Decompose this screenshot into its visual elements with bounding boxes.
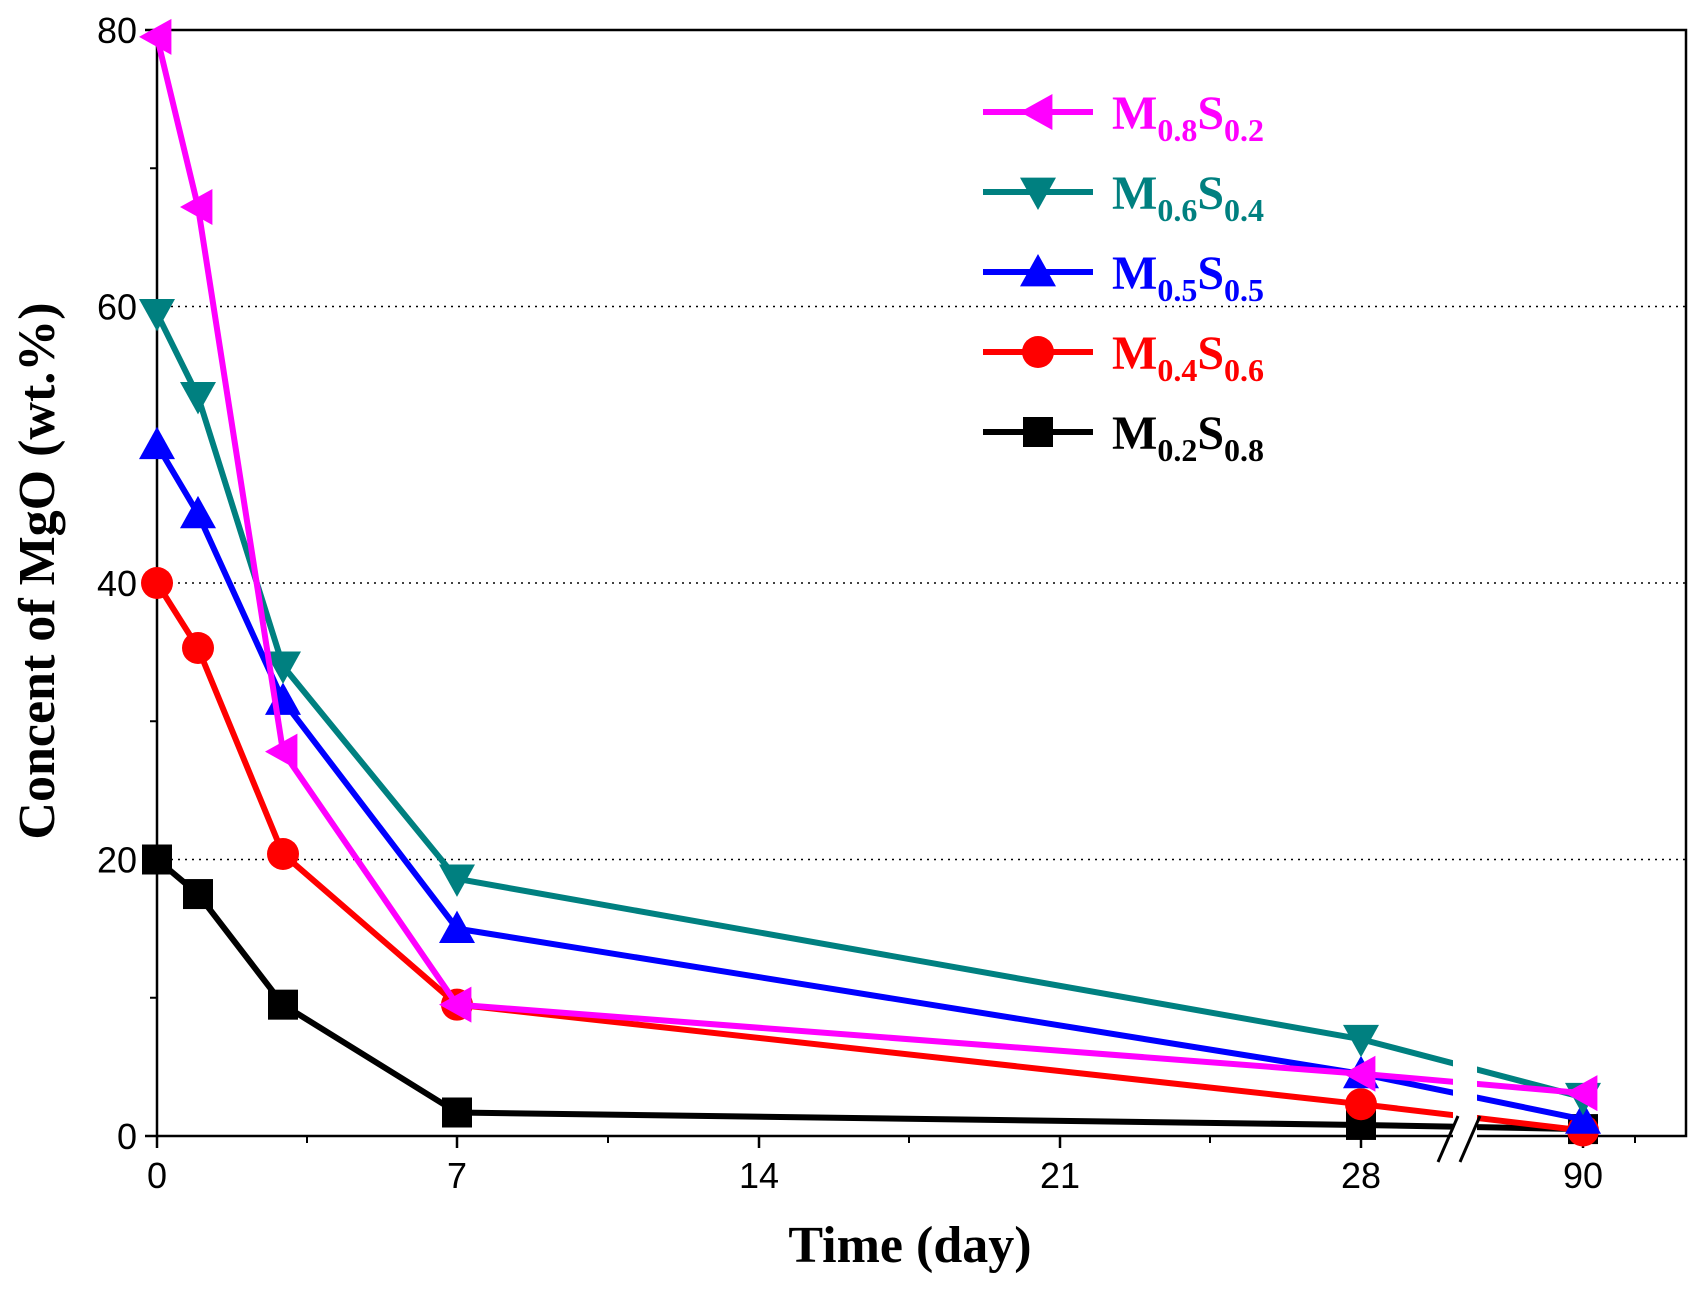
data-point	[1343, 1055, 1376, 1092]
axis-break	[1436, 1032, 1482, 1163]
legend-item: M0.2S0.8	[983, 407, 1264, 468]
x-tick-label: 0	[147, 1155, 167, 1196]
legend-marker	[1022, 336, 1054, 368]
y-tick-label: 0	[117, 1116, 137, 1157]
data-point	[139, 426, 175, 460]
data-point	[180, 188, 213, 225]
legend: M0.8S0.2 M0.6S0.4 M0.5S0.5 M0.4S0.6 M0.2S0.8	[983, 87, 1264, 468]
data-point	[139, 18, 172, 55]
x-tick-label: 21	[1040, 1155, 1080, 1196]
legend-label: M0.8S0.2	[1112, 87, 1264, 148]
data-point	[180, 381, 216, 415]
data-point	[141, 567, 173, 599]
data-point	[182, 631, 214, 664]
legend-marker	[1023, 417, 1053, 447]
x-axis-title: Time (day)	[788, 1217, 1031, 1274]
x-tick-label: 28	[1341, 1155, 1381, 1196]
data-point	[139, 299, 175, 332]
data-point	[265, 651, 301, 684]
data-point	[180, 495, 216, 529]
data-point	[439, 986, 472, 1023]
data-point	[142, 844, 172, 875]
y-tick-label: 20	[97, 840, 137, 881]
series-group	[139, 18, 1601, 1147]
data-point	[267, 837, 299, 870]
x-tick-label: 7	[447, 1155, 467, 1196]
data-point	[183, 879, 213, 910]
y-tick-label: 80	[97, 10, 137, 51]
data-point	[265, 733, 298, 770]
axis-break-mark	[1436, 1115, 1460, 1163]
data-point	[439, 910, 475, 944]
legend-label: M0.5S0.5	[1112, 247, 1264, 308]
series-M0.6S0.4	[139, 299, 1601, 1116]
data-point	[1345, 1088, 1377, 1121]
data-point	[442, 1097, 472, 1128]
data-point	[268, 989, 298, 1020]
legend-item: M0.5S0.5	[983, 247, 1264, 308]
axis-break-mark	[1458, 1115, 1482, 1163]
series-line	[154, 443, 1584, 1123]
legend-item: M0.4S0.6	[983, 327, 1264, 388]
x-tick-label: 90	[1563, 1155, 1603, 1196]
series-line	[154, 36, 1584, 1097]
y-tick-label: 40	[97, 563, 137, 604]
legend-marker	[1020, 177, 1056, 210]
axis-break-gap	[1453, 1032, 1477, 1162]
legend-marker	[1020, 254, 1056, 287]
grid-lines	[157, 305, 1686, 861]
legend-item: M0.8S0.2	[983, 87, 1264, 148]
y-tick-label: 60	[97, 287, 137, 328]
data-point	[1343, 1024, 1379, 1058]
y-axis-title: Concent of MgO (wt.%)	[9, 302, 66, 839]
series-M0.8S0.2	[139, 18, 1598, 1112]
data-point	[1565, 1101, 1601, 1134]
data-point	[439, 864, 475, 897]
data-point	[1565, 1075, 1598, 1112]
legend-label: M0.6S0.4	[1112, 167, 1264, 228]
x-tick-label: 14	[739, 1155, 779, 1196]
legend-label: M0.2S0.8	[1112, 407, 1264, 468]
legend-item: M0.6S0.4	[983, 167, 1264, 228]
legend-marker	[1020, 94, 1053, 130]
legend-label: M0.4S0.6	[1112, 327, 1264, 388]
